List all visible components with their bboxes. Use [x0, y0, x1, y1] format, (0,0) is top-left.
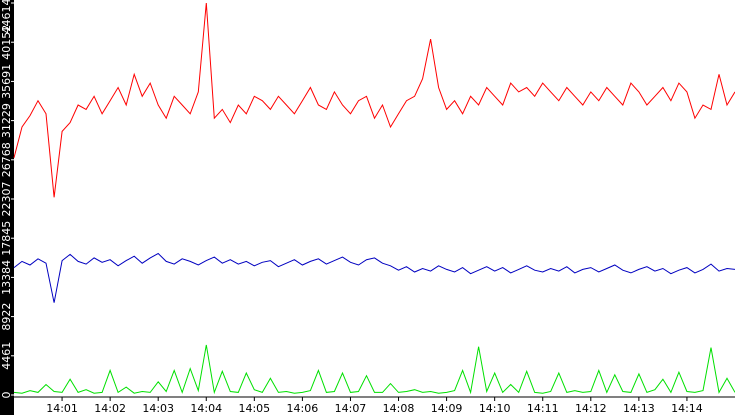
x-tick-label: 14:13	[623, 402, 655, 415]
y-tick-label: 0	[0, 392, 13, 399]
x-tick-label: 14:12	[575, 402, 607, 415]
x-tick-label: 14:03	[142, 402, 174, 415]
y-tick-label: 31229	[0, 103, 13, 138]
x-tick-label: 14:09	[431, 402, 463, 415]
x-tick-label: 14:10	[479, 402, 511, 415]
y-tick-label: 8922	[0, 303, 13, 331]
x-tick-label: 14:01	[46, 402, 78, 415]
y-tick-label: 44614	[0, 0, 13, 34]
y-tick-label: 40152	[0, 25, 13, 60]
series-line	[13, 344, 735, 395]
y-axis-band	[0, 0, 14, 415]
y-tick-label: 22307	[0, 182, 13, 217]
x-tick-label: 14:05	[238, 402, 270, 415]
x-tick-label: 14:08	[383, 402, 415, 415]
y-tick-label: 17845	[0, 221, 13, 256]
series-line	[13, 2, 735, 198]
y-tick-label: 13384	[0, 260, 13, 295]
x-tick-label: 14:04	[190, 402, 222, 415]
y-tick-label: 26768	[0, 142, 13, 177]
x-tick-label: 14:02	[94, 402, 126, 415]
y-tick-label: 4461	[0, 342, 13, 370]
x-tick-label: 14:11	[527, 402, 559, 415]
x-tick-label: 14:07	[335, 402, 367, 415]
x-tick-label: 14:14	[671, 402, 703, 415]
x-tick-label: 14:06	[287, 402, 319, 415]
series-line	[13, 252, 735, 303]
y-tick-label: 35691	[0, 64, 13, 99]
